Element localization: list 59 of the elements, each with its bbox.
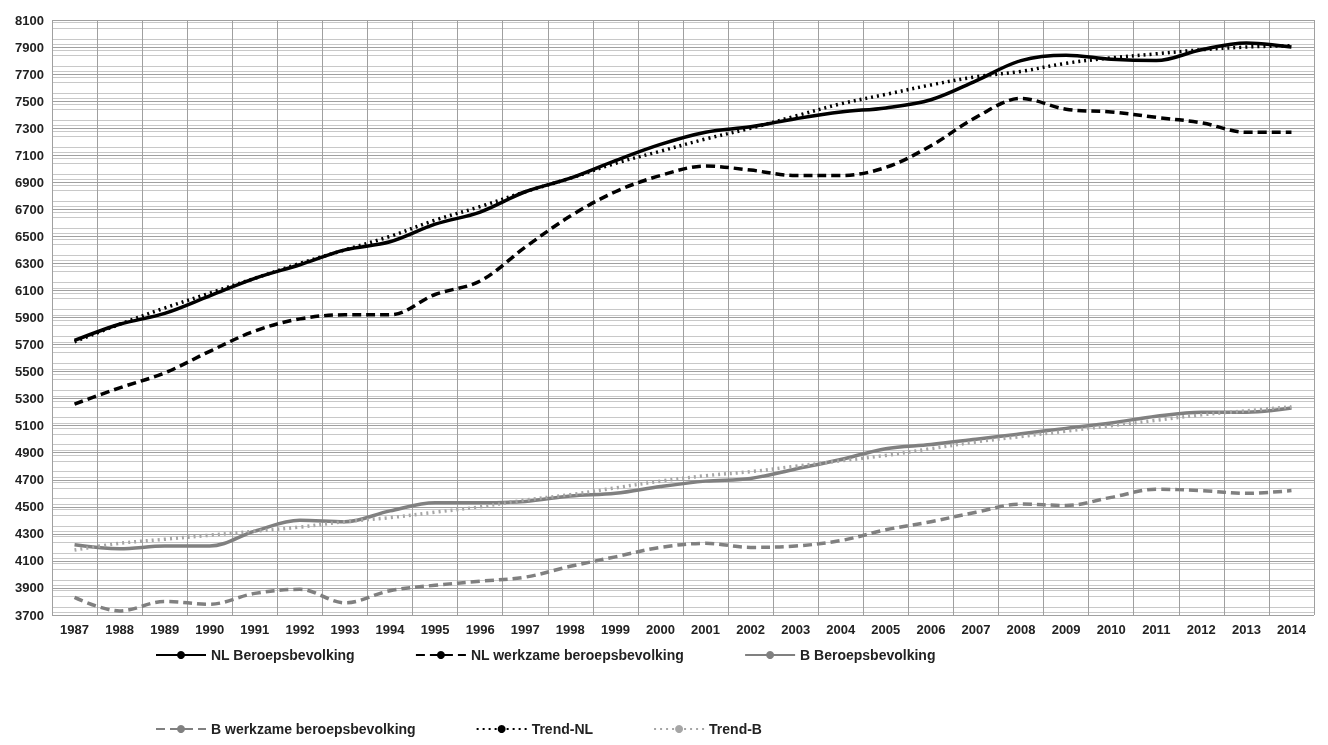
line-series — [72, 487, 1294, 613]
y-tick-label: 4300 — [15, 526, 44, 542]
y-tick-label: 6900 — [15, 174, 44, 190]
y-tick-label: 7900 — [15, 39, 44, 55]
x-tick-label: 2006 — [916, 622, 946, 637]
x-tick-label: 1988 — [105, 622, 135, 637]
y-tick-label: 5300 — [15, 391, 44, 407]
x-tick-label: 1997 — [510, 622, 540, 637]
y-tick-label: 3700 — [15, 607, 44, 623]
x-tick-label: 1990 — [195, 622, 225, 637]
y-tick-label: 5500 — [15, 364, 44, 380]
y-tick-label: 6100 — [15, 282, 44, 298]
x-tick-label: 2014 — [1277, 622, 1307, 637]
y-tick-label: 4900 — [15, 445, 44, 461]
legend-label: B Beroepsbevolking — [800, 647, 936, 663]
y-tick-label: 8100 — [15, 12, 44, 28]
y-tick-label: 7100 — [15, 147, 44, 163]
x-tick-label: 2009 — [1051, 622, 1081, 637]
x-tick-label: 1995 — [420, 622, 450, 637]
y-tick-label: 5100 — [15, 418, 44, 434]
x-tick-label: 2004 — [826, 622, 856, 637]
y-tick-label: 7700 — [15, 66, 44, 82]
x-tick-label: 2010 — [1096, 622, 1126, 637]
y-tick-label: 5900 — [15, 310, 44, 325]
y-tick-label: 5700 — [15, 337, 44, 353]
x-tick-label: 2001 — [691, 622, 720, 637]
x-tick-label: 1991 — [240, 622, 270, 637]
x-tick-label: 2007 — [961, 622, 991, 637]
y-tick-label: 4500 — [15, 499, 44, 515]
x-tick-label: 1992 — [285, 622, 315, 637]
y-tick-label: 7500 — [15, 93, 44, 109]
y-tick-label: 7300 — [15, 120, 44, 136]
x-tick-label: 2011 — [1142, 622, 1171, 637]
y-tick-label: 4700 — [15, 472, 44, 488]
y-tick-label: 6500 — [15, 228, 44, 244]
y-tick-label: 6300 — [15, 255, 44, 271]
x-tick-label: 2005 — [871, 622, 901, 637]
x-tick-label: 1989 — [150, 622, 180, 637]
legend-label: B werkzame beroepsbevolking — [211, 721, 416, 737]
x-tick-label: 1993 — [330, 622, 360, 637]
legend-label: NL Beroepsbevolking — [211, 647, 355, 663]
x-tick-label: 2008 — [1006, 622, 1036, 637]
line-series — [72, 96, 1294, 406]
x-tick-label: 2003 — [781, 622, 811, 637]
x-tick-label: 1996 — [465, 622, 495, 637]
x-tick-label: 1999 — [600, 622, 630, 637]
y-tick-label: 6700 — [15, 201, 44, 217]
x-tick-label: 1994 — [375, 622, 406, 637]
legend-label: Trend-NL — [531, 721, 594, 737]
legend-label: NL werkzame beroepsbevolking — [470, 647, 684, 663]
x-tick-label: 2002 — [736, 622, 766, 637]
legend-label: Trend-B — [709, 721, 762, 737]
x-tick-label: 1987 — [60, 622, 89, 637]
x-tick-label: 1998 — [555, 622, 585, 637]
x-tick-label: 2012 — [1186, 622, 1216, 637]
x-tick-label: 2013 — [1231, 622, 1261, 637]
x-tick-label: 2000 — [646, 622, 675, 637]
y-tick-label: 4100 — [15, 553, 44, 569]
y-tick-label: 3900 — [15, 580, 44, 596]
